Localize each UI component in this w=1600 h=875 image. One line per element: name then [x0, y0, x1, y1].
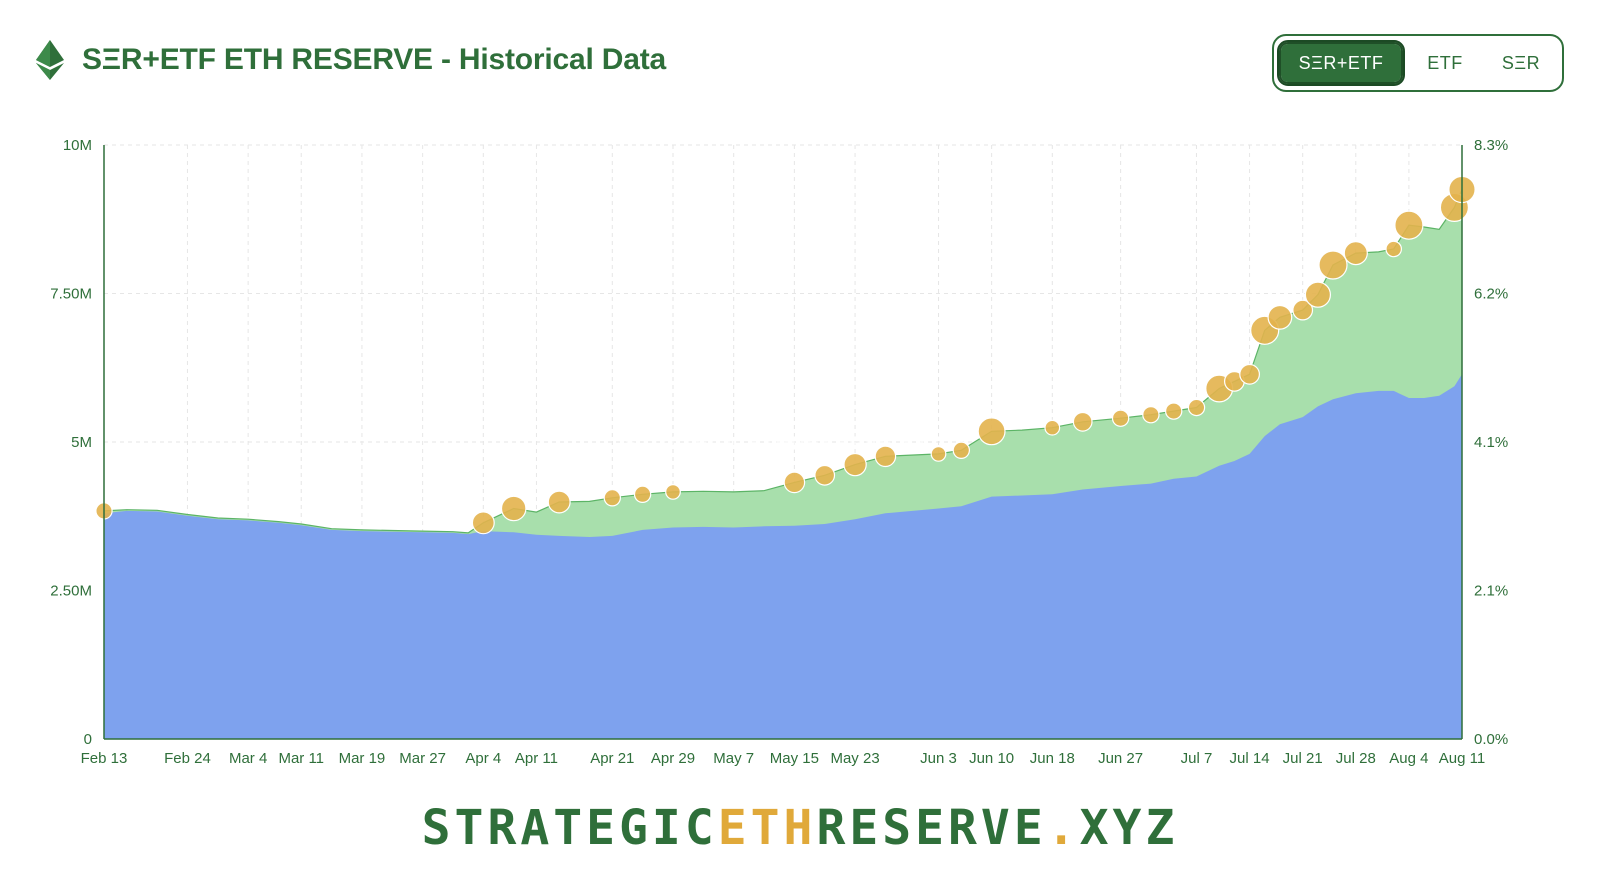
footer-logo-part3: RESERVE [816, 800, 1047, 856]
x-tick-label: Mar 19 [339, 750, 386, 767]
footer-logo-part1: STRATEGIC [421, 800, 718, 856]
toggle-ser-button[interactable]: SΞR [1501, 52, 1541, 73]
y-tick-label-left: 0 [84, 731, 92, 748]
purchase-bubble[interactable] [1044, 419, 1061, 436]
x-tick-label: May 7 [713, 750, 754, 767]
watermark-text: STRATEGICETHRESERVE.XYZ [625, 433, 942, 455]
purchase-bubble[interactable] [1239, 363, 1260, 385]
page-title: SΞR+ETF ETH RESERVE - Historical Data [82, 43, 667, 76]
y-tick-label-left: 5M [71, 434, 92, 451]
x-tick-label: May 23 [830, 750, 879, 767]
y-tick-label-right: 4.1% [1474, 434, 1508, 451]
toggle-ser-etf-button[interactable]: SΞR+ETF [1277, 40, 1405, 86]
x-tick-label: Jul 28 [1336, 750, 1376, 767]
purchase-bubble[interactable] [814, 464, 836, 486]
x-tick-label: Apr 11 [515, 750, 558, 767]
purchase-bubble[interactable] [633, 485, 652, 503]
toggle-etf-button[interactable]: ETF [1427, 52, 1463, 73]
purchase-bubble[interactable] [1385, 240, 1402, 258]
purchase-bubble[interactable] [1111, 409, 1130, 427]
y-tick-label-right: 6.2% [1474, 286, 1508, 303]
x-tick-label: May 15 [770, 750, 819, 767]
x-tick-label: Jul 7 [1181, 750, 1213, 767]
purchase-bubble[interactable] [500, 495, 527, 522]
purchase-bubble[interactable] [1142, 406, 1160, 424]
x-tick-label: Mar 27 [399, 750, 446, 767]
x-tick-label: Jun 3 [920, 750, 957, 767]
purchase-bubble[interactable] [1292, 299, 1314, 321]
y-tick-label-left: 10M [63, 137, 92, 154]
purchase-bubble[interactable] [1343, 241, 1368, 266]
chart-container: STRATEGICETHRESERVE.XYZ 0 2.50M 5M 7.50M 10M 0… [0, 110, 1600, 790]
header: SΞR+ETF ETH RESERVE - Historical Data [36, 40, 666, 80]
view-toggle: SΞR+ETF ETF SΞR [1272, 34, 1564, 92]
purchase-bubble[interactable] [1187, 398, 1206, 417]
purchase-bubble[interactable] [547, 490, 571, 514]
purchase-bubble[interactable] [471, 511, 495, 535]
purchase-bubble[interactable] [1164, 402, 1183, 420]
purchase-bubble[interactable] [1072, 411, 1093, 432]
x-tick-label: Mar 4 [229, 750, 267, 767]
x-tick-label: Mar 11 [278, 750, 324, 767]
x-tick-label: Jul 14 [1230, 750, 1270, 767]
purchase-bubble[interactable] [874, 445, 897, 468]
footer-logo-part2: ETH [717, 800, 817, 856]
y-tick-label-right: 0.0% [1474, 731, 1508, 748]
purchase-bubble[interactable] [952, 441, 971, 459]
y-tick-label-left: 7.50M [50, 286, 92, 303]
x-tick-label: Apr 21 [590, 750, 634, 767]
purchase-bubble[interactable] [843, 452, 867, 477]
x-tick-label: Jul 21 [1283, 750, 1323, 767]
purchase-bubble[interactable] [977, 417, 1006, 446]
purchase-bubble[interactable] [665, 484, 681, 500]
purchase-bubble[interactable] [1394, 210, 1424, 240]
x-tick-label: Apr 4 [465, 750, 501, 767]
x-tick-label: Aug 11 [1439, 750, 1485, 767]
x-tick-label: Feb 13 [81, 750, 128, 767]
purchase-bubble[interactable] [1304, 281, 1332, 308]
y-tick-label-right: 2.1% [1474, 583, 1508, 600]
ethereum-diamond-icon [36, 40, 64, 80]
y-tick-label-right: 8.3% [1474, 137, 1508, 154]
reserve-area-chart: STRATEGICETHRESERVE.XYZ 0 2.50M 5M 7.50M 10M 0… [50, 137, 1508, 767]
x-tick-label: Jun 18 [1030, 750, 1075, 767]
etf-area [104, 374, 1462, 739]
purchase-bubble[interactable] [1267, 304, 1293, 330]
purchase-bubble[interactable] [930, 446, 947, 462]
purchase-bubble[interactable] [603, 489, 622, 507]
purchase-bubble[interactable] [1318, 250, 1348, 280]
x-tick-label: Apr 29 [651, 750, 695, 767]
x-tick-label: Jun 10 [969, 750, 1014, 767]
x-tick-label: Aug 4 [1389, 750, 1428, 767]
footer-logo-part5: XYZ [1079, 800, 1179, 856]
x-tick-label: Jun 27 [1098, 750, 1143, 767]
purchase-bubble[interactable] [783, 471, 806, 494]
footer-logo-part4: . [1046, 800, 1080, 856]
x-tick-label: Feb 24 [164, 750, 211, 767]
y-tick-label-left: 2.50M [50, 583, 92, 600]
footer-logo: STRATEGICETHRESERVE.XYZ [0, 800, 1600, 856]
